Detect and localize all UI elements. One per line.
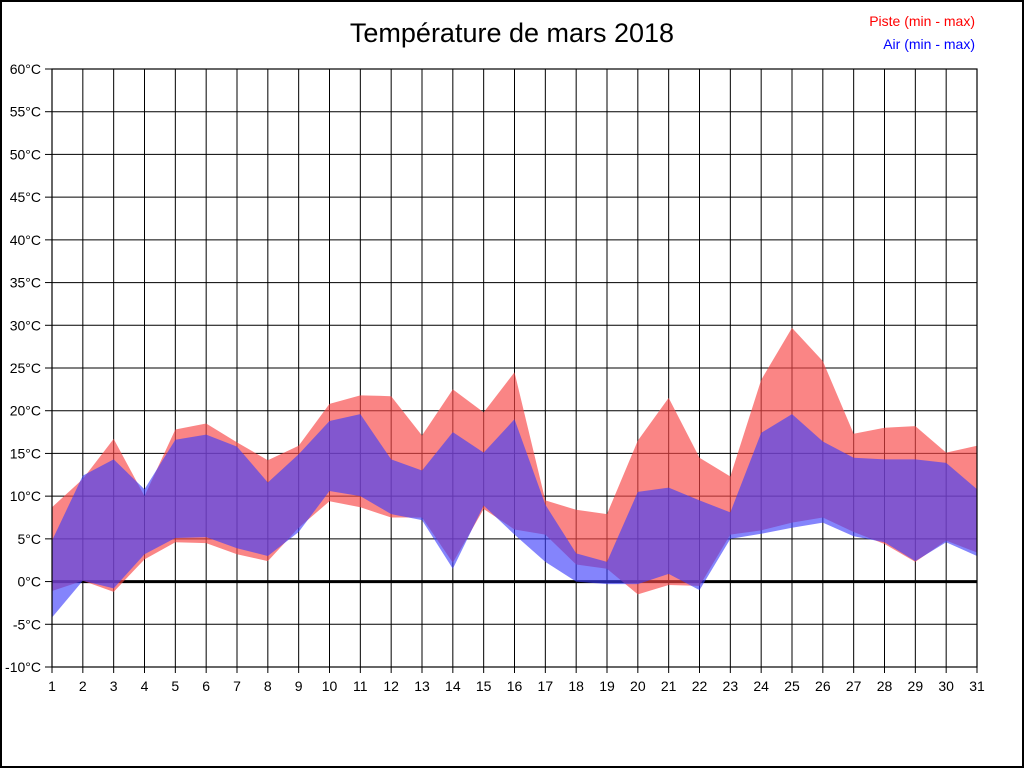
x-tick-label: 25 — [784, 678, 800, 694]
x-tick-label: 31 — [969, 678, 985, 694]
x-tick-label: 3 — [110, 678, 118, 694]
x-tick-label: 8 — [264, 678, 272, 694]
x-tick-label: 24 — [753, 678, 769, 694]
x-tick-label: 27 — [846, 678, 862, 694]
y-tick-label: 35°C — [10, 275, 41, 291]
x-tick-label: 13 — [414, 678, 430, 694]
x-tick-label: 11 — [353, 678, 368, 694]
x-tick-label: 29 — [908, 678, 924, 694]
y-tick-label: 30°C — [10, 317, 41, 333]
x-tick-label: 14 — [445, 678, 461, 694]
x-tick-label: 2 — [79, 678, 87, 694]
x-tick-label: 19 — [599, 678, 615, 694]
x-tick-label: 17 — [538, 678, 554, 694]
x-tick-label: 9 — [295, 678, 303, 694]
x-tick-label: 21 — [661, 678, 677, 694]
x-axis: 1 2 3 4 5 6 7 8 9 10 11 12 13 14 15 16 17 18 19 20 21 22 23 24 2… — [48, 667, 985, 694]
y-tick-label: -10°C — [5, 659, 41, 675]
x-tick-label: 28 — [877, 678, 893, 694]
y-tick-label: 60°C — [10, 61, 41, 77]
y-tick-label: 55°C — [10, 104, 41, 120]
x-tick-label: 10 — [322, 678, 338, 694]
x-tick-label: 20 — [630, 678, 646, 694]
x-tick-label: 22 — [692, 678, 708, 694]
x-tick-label: 23 — [723, 678, 739, 694]
y-tick-label: 0°C — [18, 574, 42, 590]
x-tick-label: 26 — [815, 678, 831, 694]
x-tick-label: 15 — [476, 678, 492, 694]
x-tick-label: 16 — [507, 678, 523, 694]
x-tick-label: 1 — [48, 678, 56, 694]
y-tick-label: 5°C — [18, 531, 42, 547]
x-tick-label: 5 — [171, 678, 179, 694]
y-tick-label: 40°C — [10, 232, 41, 248]
x-tick-label: 7 — [233, 678, 241, 694]
chart-title: Température de mars 2018 — [349, 18, 675, 48]
legend-item-piste: Piste (min - max) — [869, 13, 975, 29]
y-tick-label: 25°C — [10, 360, 41, 376]
y-tick-label: 50°C — [10, 146, 41, 162]
x-tick-label: 6 — [202, 678, 210, 694]
x-tick-label: 12 — [383, 678, 399, 694]
x-tick-label: 30 — [938, 678, 954, 694]
air-band — [52, 414, 977, 618]
y-axis: -10°C -5°C 0°C 5°C 10°C 15°C 20°C 25°C 30°C 35°C 4… — [5, 61, 52, 675]
y-tick-label: 10°C — [10, 488, 41, 504]
y-tick-label: 15°C — [10, 445, 41, 461]
chart-legend: Piste (min - max) Air (min - max) — [869, 10, 975, 56]
x-tick-label: 18 — [568, 678, 584, 694]
legend-item-air: Air (min - max) — [883, 36, 975, 52]
y-tick-label: 20°C — [10, 403, 41, 419]
y-tick-label: 45°C — [10, 189, 41, 205]
air-band-group — [52, 414, 977, 618]
x-tick-label: 4 — [141, 678, 149, 694]
y-tick-label: -5°C — [13, 616, 41, 632]
